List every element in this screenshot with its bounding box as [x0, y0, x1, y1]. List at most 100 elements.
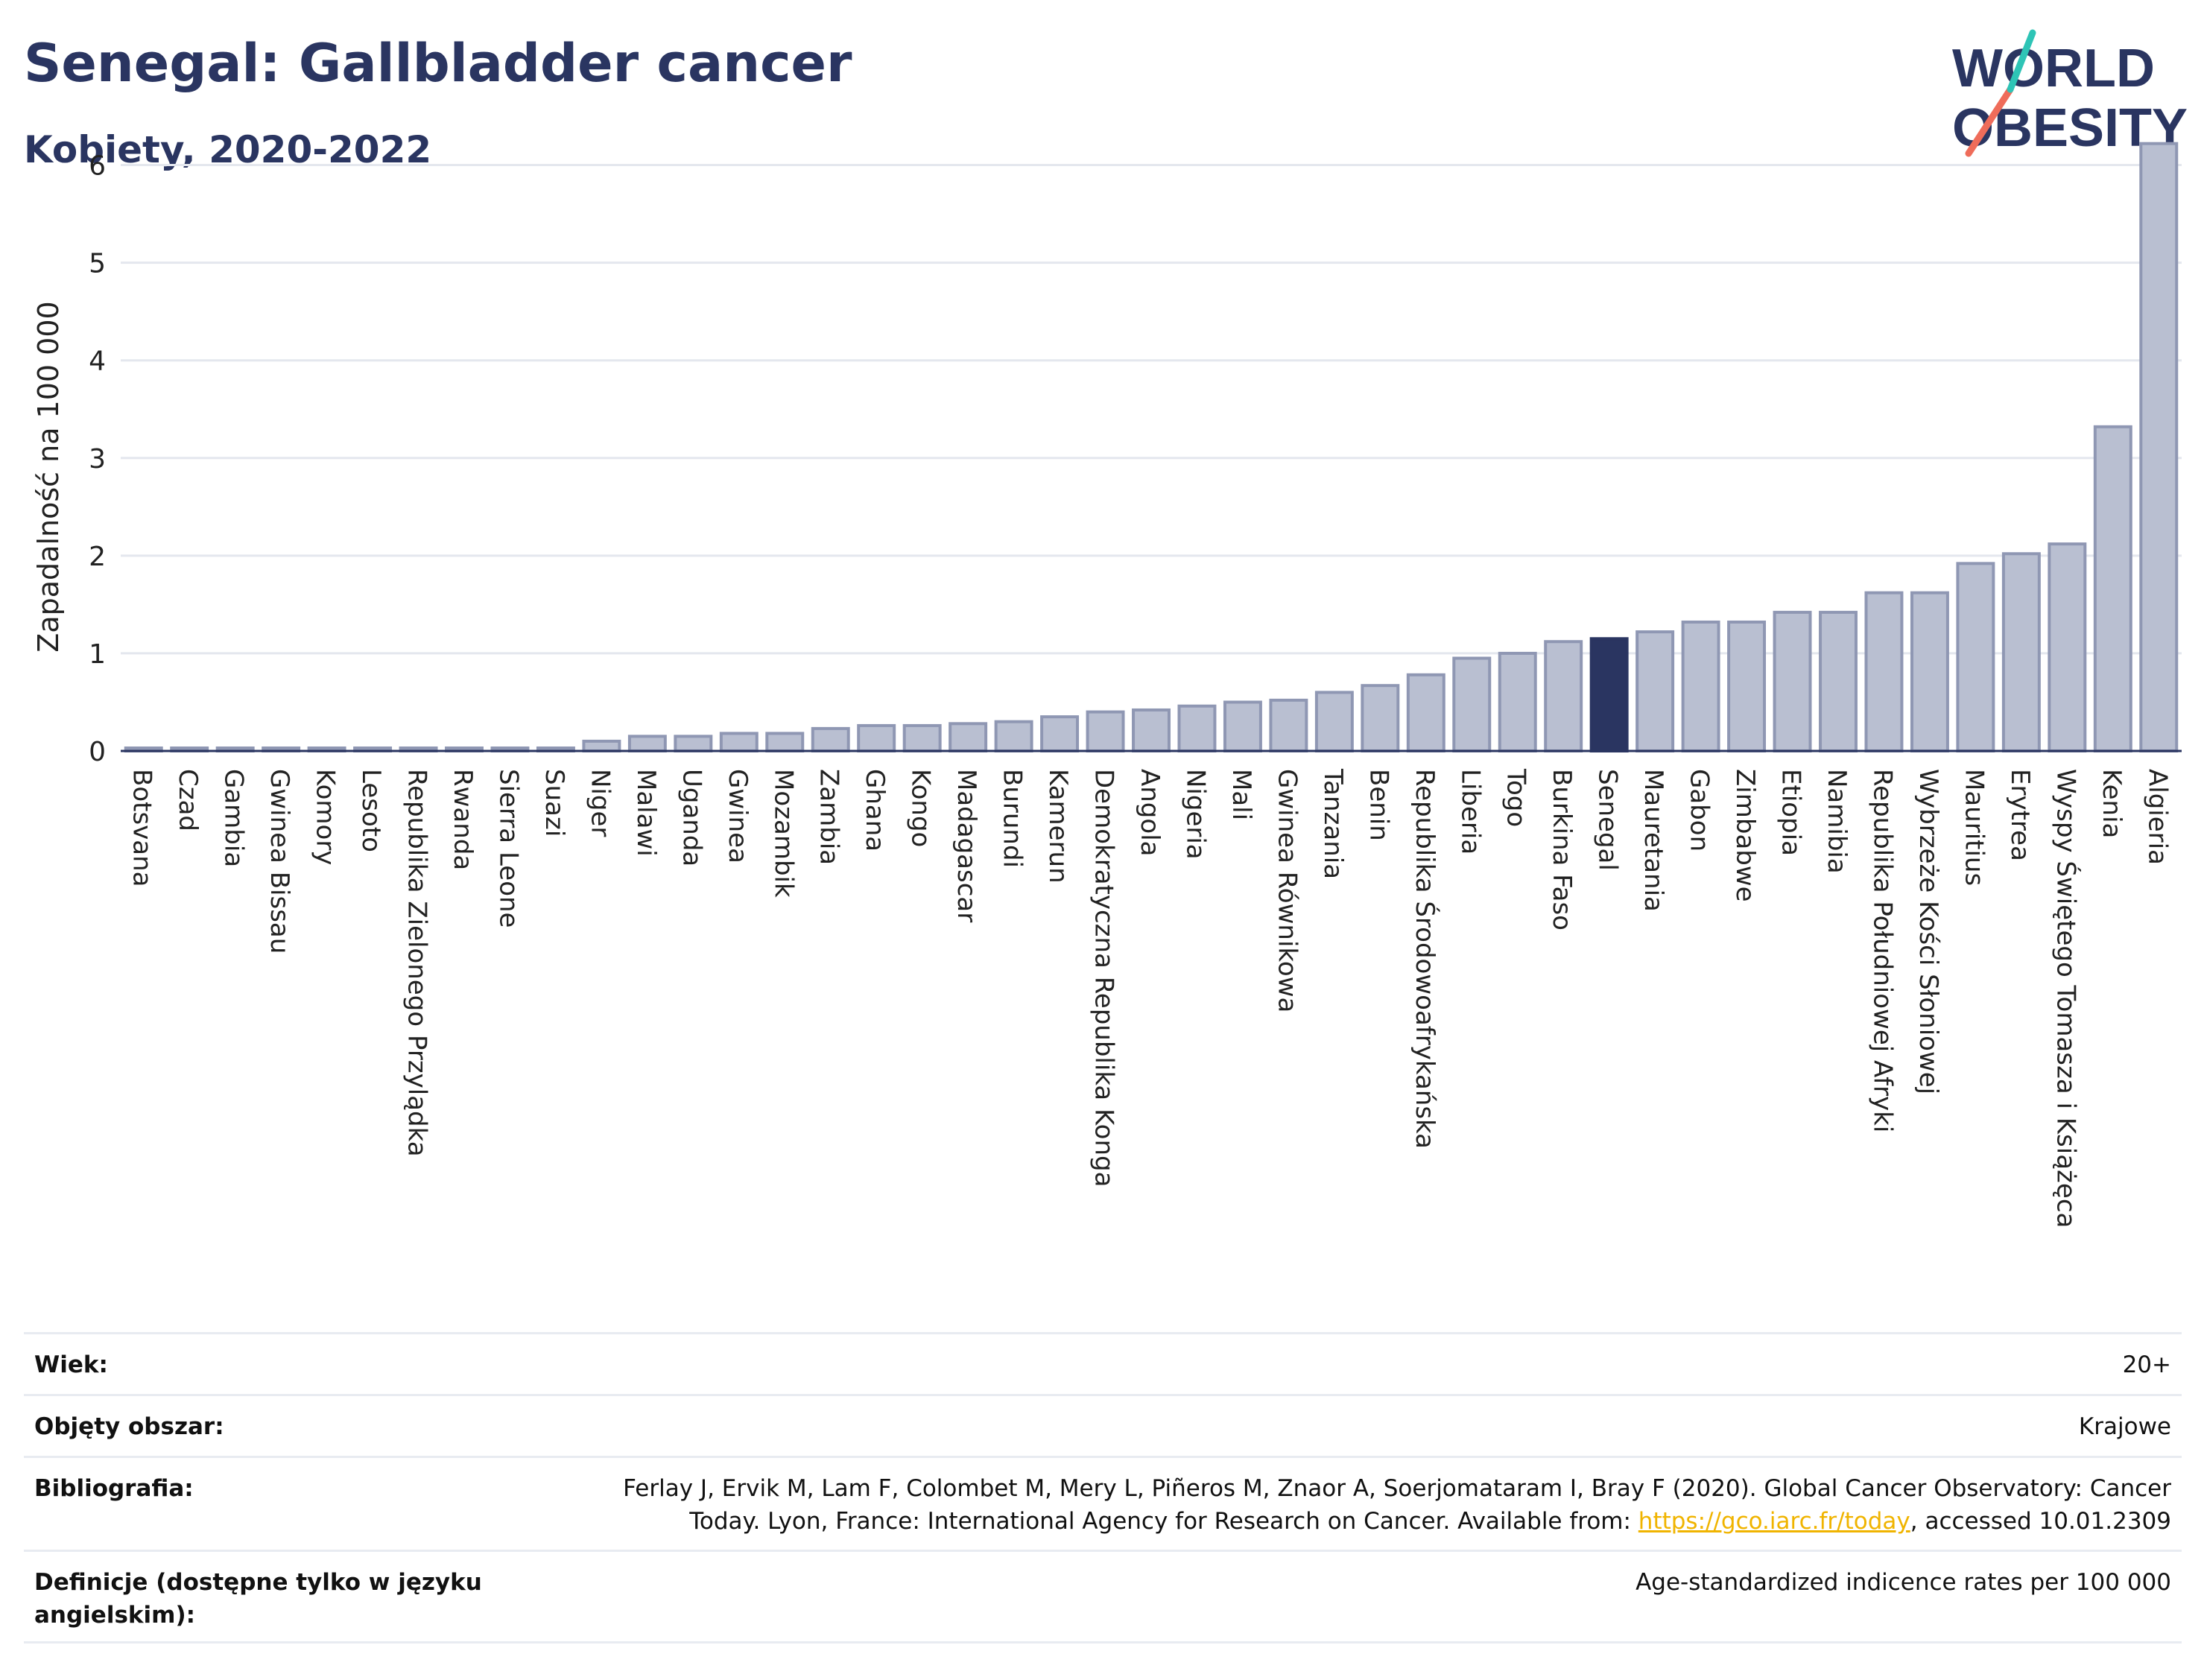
bar	[1544, 640, 1583, 752]
y-tick-label: 1	[89, 639, 106, 670]
x-tick-label: Republika Południowej Afryki	[1867, 769, 1897, 1132]
bar	[1223, 700, 1262, 753]
meta-row-area: Objęty obszar: Krajowe	[24, 1394, 2182, 1456]
meta-row-definitions: Definicje (dostępne tylko w języku angie…	[24, 1550, 2182, 1643]
bar	[2093, 425, 2132, 752]
bar	[719, 732, 759, 752]
x-tick-label: Komory	[311, 769, 341, 865]
bar	[1177, 704, 1217, 752]
meta-label-area: Objęty obszar:	[34, 1413, 224, 1440]
x-tick-label: Republika Środowoafrykańska	[1410, 769, 1440, 1149]
x-tick-label: Rwanda	[448, 769, 478, 870]
x-tick-label: Gwinea	[723, 769, 753, 863]
x-tick-label: Sierra Leone	[493, 769, 523, 928]
logo-line1: WORLD	[1952, 39, 2155, 98]
meta-value-area: Krajowe	[2078, 1413, 2171, 1440]
x-tick-label: Kongo	[906, 769, 936, 847]
x-tick-label: Gambia	[219, 769, 249, 867]
bar	[1314, 691, 1354, 752]
bar	[582, 739, 621, 753]
logo-slash-teal	[2007, 29, 2036, 93]
bar-chart: 0 1 2 3 4 5 6 Botsvana Czad Gambia Gwinea Bissau Ko…	[32, 142, 2182, 1228]
y-tick-label: 4	[89, 346, 106, 377]
y-tick-label: 3	[89, 444, 106, 475]
bar	[765, 732, 805, 752]
meta-label-definitions: Definicje (dostępne tylko w języku angie…	[34, 1569, 482, 1629]
x-tick-label: Gwinea Bissau	[265, 769, 294, 954]
x-tick-label: Burkina Faso	[1547, 769, 1577, 931]
x-tick-label: Ghana	[860, 769, 890, 852]
x-tick-label: Madagascar	[951, 769, 981, 922]
y-axis-label: Zapadalność na 100 000	[32, 301, 65, 652]
x-tick-label: Mauritius	[1959, 769, 1989, 886]
bar	[2048, 542, 2087, 753]
x-tick-label: Namibia	[1822, 769, 1852, 874]
x-tick-label: Kenia	[2097, 769, 2127, 838]
x-tick-label: Mali	[1226, 769, 1256, 820]
x-tick-label: Mozambik	[768, 769, 798, 898]
bars	[124, 142, 2179, 753]
bar	[1910, 591, 1949, 753]
bibliography-line2-post: , accessed 10.01.2309	[1910, 1508, 2171, 1535]
x-tick-label: Malawi	[631, 769, 661, 857]
x-tick-label: Liberia	[1455, 769, 1485, 855]
meta-label-age: Wiek:	[34, 1351, 108, 1378]
y-tick-label: 5	[89, 249, 106, 279]
bibliography-line2: Today. Lyon, France: International Agenc…	[623, 1505, 2171, 1538]
y-tick-label: 6	[89, 151, 106, 182]
bar	[1773, 610, 1812, 753]
x-tick-label: Zambia	[814, 769, 844, 865]
bar	[1635, 630, 1675, 753]
bar-highlight	[1589, 637, 1629, 752]
bibliography-link[interactable]: https://gco.iarc.fr/today	[1638, 1508, 1910, 1535]
y-tick-label: 0	[89, 737, 106, 767]
x-tick-label: Demokratyczna Republika Konga	[1089, 769, 1119, 1187]
meta-label-bibliography: Bibliografia:	[34, 1475, 194, 1502]
bar	[902, 723, 942, 752]
chart-title: Senegal: Gallbladder cancer	[24, 33, 852, 94]
bar	[1819, 610, 1858, 753]
x-tick-label: Gabon	[1685, 769, 1714, 852]
logo-slash-red	[1965, 86, 2014, 157]
bar	[994, 720, 1033, 753]
bar	[1681, 620, 1720, 752]
x-tick-label: Benin	[1364, 769, 1393, 841]
x-tick-label: Erytrea	[2005, 769, 2035, 861]
x-tick-label: Nigeria	[1180, 769, 1210, 860]
meta-value-bibliography: Ferlay J, Ervik M, Lam F, Colombet M, Me…	[623, 1472, 2182, 1538]
meta-value-definitions: Age-standardized indicence rates per 100…	[1635, 1569, 2171, 1596]
bar	[2001, 552, 2041, 752]
bar	[1269, 698, 1308, 753]
x-tick-label: Botsvana	[127, 769, 157, 887]
bar	[1132, 708, 1171, 752]
bar	[811, 726, 850, 752]
bar	[1040, 715, 1080, 752]
bar	[1498, 651, 1537, 753]
x-tick-label: Wybrzeże Kości Słoniowej	[1913, 769, 1943, 1094]
x-tick-label: Uganda	[677, 769, 706, 866]
bar	[2139, 142, 2179, 752]
bar	[1727, 620, 1767, 752]
y-tick-label: 2	[89, 542, 106, 572]
x-tick-label: Czad	[173, 769, 203, 831]
meta-value-age: 20+	[2122, 1351, 2171, 1378]
x-tick-label: Kamerun	[1043, 769, 1073, 884]
x-tick-label: Angola	[1135, 769, 1165, 856]
x-tick-label: Senegal	[1593, 769, 1623, 871]
x-tick-label: Gwinea Równikowa	[1272, 769, 1302, 1012]
bar	[1864, 591, 1904, 753]
x-tick-label: Lesoto	[356, 769, 386, 852]
x-tick-label: Zimbabwe	[1730, 769, 1760, 902]
x-tick-label: Wyspy Świętego Tomasza i Książęca	[2051, 769, 2081, 1228]
axes: 0 1 2 3 4 5 6 Botsvana Czad Gambia Gwinea Bissau Ko…	[89, 151, 2182, 1228]
x-tick-label: Burundi	[998, 769, 1027, 868]
bar	[949, 722, 988, 752]
x-tick-label: Mauretania	[1638, 769, 1668, 912]
bar	[1361, 684, 1400, 753]
bar	[857, 723, 896, 752]
x-tick-label: Etiopia	[1776, 769, 1806, 856]
meta-row-bibliography: Bibliografia: Ferlay J, Ervik M, Lam F, …	[24, 1456, 2182, 1550]
x-tick-label: Algieria	[2142, 769, 2172, 865]
meta-row-age: Wiek: 20+	[24, 1332, 2182, 1394]
bar	[1086, 710, 1125, 752]
